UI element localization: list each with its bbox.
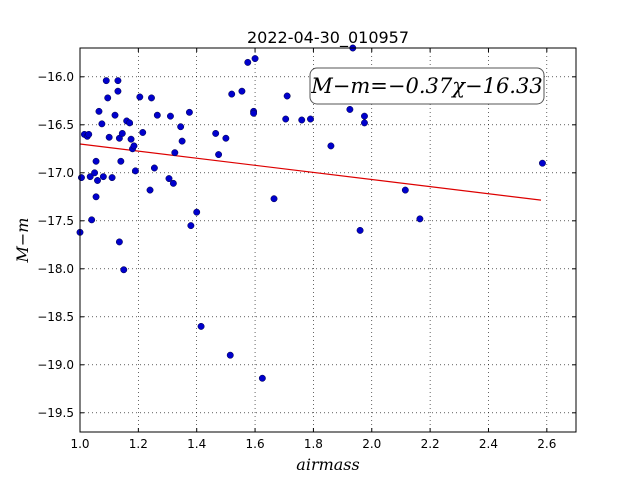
data-point bbox=[178, 137, 186, 145]
data-point bbox=[95, 107, 103, 115]
data-point bbox=[226, 351, 234, 359]
data-point bbox=[105, 133, 113, 141]
data-point bbox=[258, 374, 266, 382]
x-tick-label: 1.6 bbox=[246, 437, 265, 451]
data-point bbox=[251, 55, 259, 63]
data-point bbox=[115, 238, 123, 246]
data-point bbox=[238, 87, 246, 95]
data-point bbox=[307, 115, 314, 123]
data-point bbox=[130, 142, 138, 150]
x-tick-label: 1.0 bbox=[70, 437, 89, 451]
y-axis-label: M−m bbox=[13, 218, 32, 264]
data-point bbox=[92, 157, 100, 165]
data-point bbox=[169, 179, 177, 187]
data-point bbox=[99, 173, 107, 181]
data-point bbox=[131, 167, 139, 175]
data-point bbox=[222, 134, 230, 142]
data-point bbox=[78, 174, 85, 182]
x-tick-label: 1.8 bbox=[304, 437, 323, 451]
grid bbox=[79, 48, 576, 432]
chart-title: 2022-04-30_010957 bbox=[247, 28, 409, 48]
y-tick-label: −17.5 bbox=[37, 214, 74, 228]
data-point bbox=[88, 216, 96, 224]
y-tick-label: −18.5 bbox=[37, 310, 74, 324]
data-point bbox=[187, 222, 195, 230]
data-point bbox=[171, 149, 179, 157]
data-point bbox=[102, 77, 110, 85]
data-point bbox=[136, 93, 144, 101]
data-point bbox=[250, 109, 258, 117]
data-point bbox=[98, 120, 106, 128]
data-point bbox=[538, 159, 546, 167]
data-point bbox=[193, 208, 201, 216]
data-point bbox=[104, 94, 112, 102]
data-point bbox=[146, 186, 154, 194]
data-point bbox=[92, 193, 100, 201]
data-point bbox=[108, 174, 116, 182]
data-point bbox=[120, 266, 128, 274]
scatter-points bbox=[76, 44, 546, 382]
x-tick-label: 2.6 bbox=[537, 437, 556, 451]
plot-frame bbox=[79, 47, 577, 433]
annotation-box: M−m=−0.37χ−16.33 bbox=[309, 67, 545, 105]
data-point bbox=[244, 58, 252, 66]
data-point bbox=[127, 135, 135, 143]
y-tick-label: −19.5 bbox=[37, 406, 74, 420]
data-point bbox=[401, 186, 409, 194]
x-tick-label: 2.0 bbox=[362, 437, 381, 451]
data-point bbox=[177, 123, 185, 131]
data-point bbox=[298, 116, 306, 124]
data-point bbox=[212, 129, 220, 137]
axis-ticks: 1.0 1.2 1.4 1.6 1.8 2.0 2.2 2.4 2.6 −16.0 −16.5 −17… bbox=[37, 48, 576, 451]
y-tick-label: −18.0 bbox=[37, 262, 74, 276]
data-point bbox=[153, 111, 161, 119]
data-point bbox=[283, 92, 291, 100]
annotation-label: M−m=−0.37χ−16.33 bbox=[310, 74, 542, 98]
data-point bbox=[85, 130, 93, 138]
data-point bbox=[114, 87, 122, 95]
data-point bbox=[166, 112, 174, 120]
data-point bbox=[165, 175, 173, 183]
data-point bbox=[114, 77, 122, 85]
data-point bbox=[94, 177, 101, 184]
data-point bbox=[111, 111, 119, 119]
data-point bbox=[361, 119, 368, 127]
data-point bbox=[86, 173, 94, 181]
data-point bbox=[361, 112, 368, 120]
annotation-frame bbox=[309, 67, 545, 105]
x-tick-label: 2.4 bbox=[479, 437, 498, 451]
x-tick-label: 1.2 bbox=[129, 437, 148, 451]
data-point bbox=[185, 108, 193, 116]
data-point bbox=[150, 164, 158, 172]
y-tick-label: −16.5 bbox=[37, 118, 74, 132]
data-point bbox=[139, 129, 147, 136]
data-point bbox=[228, 90, 236, 98]
y-tick-label: −16.0 bbox=[37, 70, 74, 84]
data-point bbox=[356, 226, 364, 234]
data-point bbox=[126, 119, 134, 127]
data-point bbox=[118, 129, 126, 137]
y-tick-label: −19.0 bbox=[37, 358, 74, 372]
data-point bbox=[282, 115, 290, 123]
data-point bbox=[148, 94, 155, 102]
data-point bbox=[270, 195, 278, 203]
fit-line-layer bbox=[79, 143, 542, 201]
x-tick-label: 2.2 bbox=[421, 437, 440, 451]
data-point bbox=[416, 215, 424, 223]
y-tick-label: −17.0 bbox=[37, 166, 74, 180]
data-point bbox=[215, 151, 223, 159]
fit-line bbox=[79, 143, 542, 201]
x-tick-label: 1.4 bbox=[187, 437, 206, 451]
data-point bbox=[117, 157, 125, 165]
data-point bbox=[197, 322, 205, 330]
data-point bbox=[346, 105, 354, 113]
x-axis-label: airmass bbox=[296, 455, 359, 474]
data-point bbox=[327, 142, 335, 150]
data-point bbox=[91, 169, 99, 177]
